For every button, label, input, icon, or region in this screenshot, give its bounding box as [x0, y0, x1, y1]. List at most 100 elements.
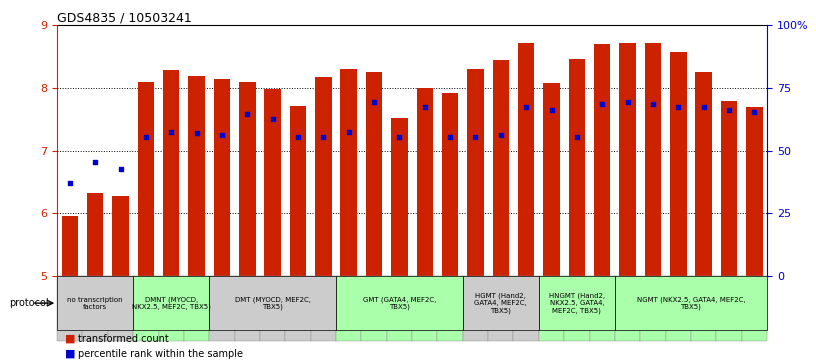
Point — [520, 104, 533, 110]
Bar — [666, 276, 691, 341]
Bar — [209, 276, 336, 330]
Bar — [57, 276, 82, 341]
Text: GSM1100533: GSM1100533 — [701, 279, 707, 326]
Bar — [539, 276, 615, 330]
Point — [419, 104, 432, 110]
Point — [646, 101, 659, 107]
Bar — [184, 276, 209, 341]
Bar — [340, 69, 357, 276]
Bar — [594, 44, 610, 276]
Text: HNGMT (Hand2,
NKX2.5, GATA4,
MEF2C, TBX5): HNGMT (Hand2, NKX2.5, GATA4, MEF2C, TBX5… — [549, 293, 605, 314]
Text: ■: ■ — [65, 348, 79, 359]
Bar — [569, 59, 585, 276]
Point — [342, 129, 355, 135]
Text: HGMT (Hand2,
GATA4, MEF2C,
TBX5): HGMT (Hand2, GATA4, MEF2C, TBX5) — [474, 293, 527, 314]
Point — [672, 104, 685, 110]
Text: GSM1100521: GSM1100521 — [118, 279, 123, 326]
Text: GSM1100542: GSM1100542 — [143, 279, 149, 326]
Bar — [366, 72, 382, 276]
Point — [114, 167, 127, 172]
Point — [215, 132, 228, 138]
Bar — [286, 276, 311, 341]
Bar — [670, 52, 686, 276]
Bar — [336, 276, 361, 341]
Bar — [133, 276, 209, 330]
Point — [697, 104, 710, 110]
Text: GSM1100539: GSM1100539 — [548, 279, 555, 326]
Bar — [716, 276, 742, 341]
Text: GSM1100532: GSM1100532 — [447, 279, 453, 326]
Bar — [336, 276, 463, 330]
Bar — [260, 276, 286, 341]
Point — [747, 109, 761, 115]
Point — [140, 134, 153, 140]
Bar — [87, 193, 104, 276]
Text: GSM1100528: GSM1100528 — [269, 279, 276, 326]
Bar — [158, 276, 184, 341]
Text: GSM1100520: GSM1100520 — [92, 279, 98, 326]
Bar — [315, 77, 331, 276]
Text: DMT (MYOCD, MEF2C,
TBX5): DMT (MYOCD, MEF2C, TBX5) — [235, 296, 311, 310]
Bar — [543, 83, 560, 276]
Bar — [437, 276, 463, 341]
Text: GSM1100538: GSM1100538 — [523, 279, 529, 326]
Bar — [691, 276, 716, 341]
Bar — [264, 89, 281, 276]
Point — [545, 107, 558, 113]
Bar — [463, 276, 539, 330]
Bar — [133, 276, 158, 341]
Text: GSM1100531: GSM1100531 — [422, 279, 428, 326]
Point — [494, 132, 508, 138]
Point — [570, 134, 583, 140]
Text: GSM1100530: GSM1100530 — [397, 279, 402, 326]
Text: no transcription
factors: no transcription factors — [68, 297, 123, 310]
Bar — [239, 82, 255, 276]
Bar — [412, 276, 437, 341]
Point — [367, 99, 380, 105]
Bar — [619, 43, 636, 276]
Bar — [235, 276, 260, 341]
Text: GSM1102649: GSM1102649 — [599, 279, 605, 326]
Text: GSM1100540: GSM1100540 — [574, 279, 580, 326]
Bar — [361, 276, 387, 341]
Text: GSM1100522: GSM1100522 — [346, 279, 352, 326]
Point — [722, 107, 735, 113]
Bar — [488, 276, 513, 341]
Point — [596, 101, 609, 107]
Text: GSM1100519: GSM1100519 — [67, 279, 73, 326]
Bar — [539, 276, 564, 341]
Point — [165, 129, 178, 135]
Bar — [695, 72, 712, 276]
Text: percentile rank within the sample: percentile rank within the sample — [78, 348, 242, 359]
Bar — [518, 43, 534, 276]
Text: GSM1100527: GSM1100527 — [244, 279, 251, 326]
Bar — [589, 276, 615, 341]
Bar — [113, 196, 129, 276]
Bar — [513, 276, 539, 341]
Point — [469, 134, 482, 140]
Text: GSM1100535: GSM1100535 — [752, 279, 757, 326]
Bar — [209, 276, 235, 341]
Text: GSM1100541: GSM1100541 — [321, 279, 326, 326]
Bar — [463, 276, 488, 341]
Bar — [615, 276, 767, 330]
Bar — [645, 43, 661, 276]
Point — [291, 134, 304, 140]
Text: GSM1100524: GSM1100524 — [624, 279, 631, 326]
Point — [89, 159, 102, 165]
Point — [392, 134, 406, 140]
Bar — [57, 276, 133, 330]
Bar — [61, 216, 78, 276]
Point — [444, 134, 457, 140]
Text: GSM1100537: GSM1100537 — [498, 279, 503, 326]
Point — [241, 111, 254, 117]
Point — [266, 117, 279, 122]
Text: GSM1100544: GSM1100544 — [193, 279, 200, 326]
Point — [190, 130, 203, 136]
Text: GMT (GATA4, MEF2C,
TBX5): GMT (GATA4, MEF2C, TBX5) — [363, 296, 436, 310]
Bar — [615, 276, 641, 341]
Bar — [214, 79, 230, 276]
Point — [621, 99, 634, 105]
Bar — [108, 276, 133, 341]
Bar — [311, 276, 336, 341]
